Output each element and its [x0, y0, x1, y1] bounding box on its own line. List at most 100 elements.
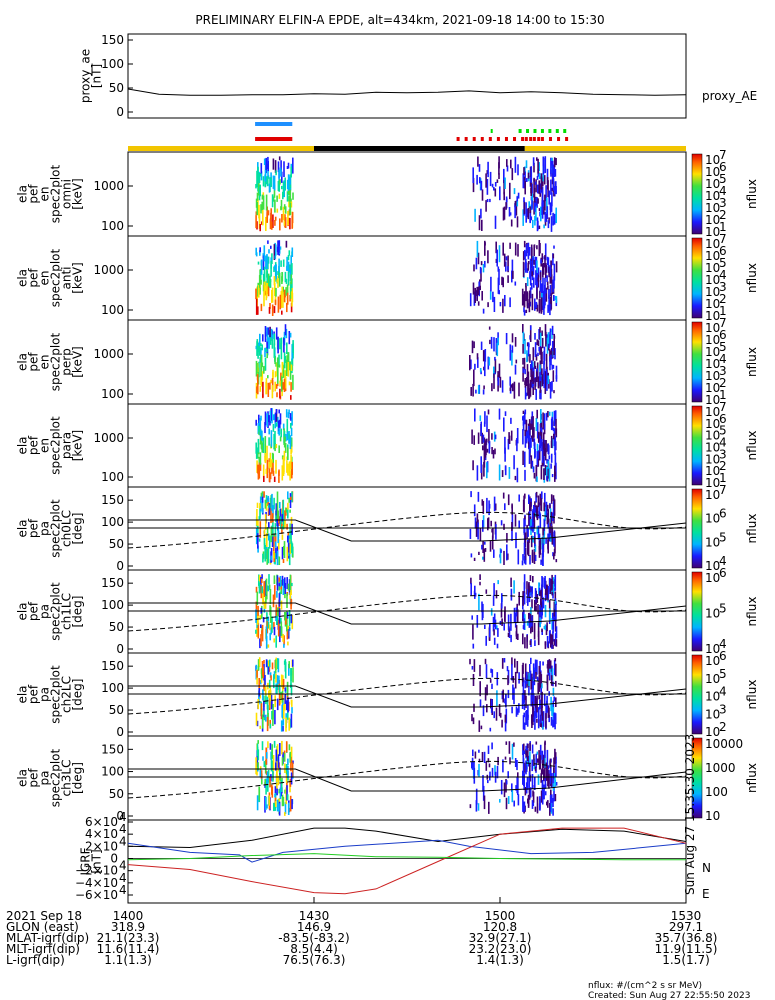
row-value: 1.5(1.7) — [662, 953, 710, 967]
spec-cell — [543, 694, 546, 707]
spec-cell — [549, 660, 552, 672]
spec-cell — [279, 388, 281, 399]
spec-cell — [551, 634, 553, 648]
science-tick-green — [518, 129, 522, 133]
spec-cell — [511, 657, 513, 666]
spec-cell — [555, 639, 558, 647]
spec-cell — [549, 795, 552, 812]
spec-cell — [489, 623, 491, 638]
science-tick-green — [533, 129, 537, 133]
spec-cell — [489, 775, 491, 781]
spec-cell — [274, 265, 276, 271]
science-tick-green — [548, 129, 552, 133]
spec-cell — [534, 501, 536, 508]
spec-cell — [541, 537, 544, 550]
spec-cell — [546, 515, 549, 525]
spec-cell — [490, 520, 492, 527]
spec-cell — [554, 658, 557, 662]
spec-cell — [532, 386, 534, 395]
spec-cell — [277, 620, 280, 637]
ylabel-word: pef — [27, 768, 41, 788]
spec-cell — [263, 475, 265, 482]
spec-cell — [522, 677, 525, 683]
spec-cell — [551, 416, 553, 430]
spec-cell — [539, 272, 542, 283]
cbar-exp: 2 — [719, 292, 727, 306]
spec-cell — [498, 704, 501, 717]
cbar-tick: 10 — [705, 571, 720, 585]
spec-cell — [284, 217, 287, 228]
spec-cell — [482, 389, 485, 395]
spec-cell — [532, 466, 535, 473]
spec-cell — [512, 270, 514, 279]
spec-cell — [267, 273, 270, 291]
spec-cell — [496, 625, 498, 630]
spec-cell — [502, 689, 504, 703]
science-tick-green — [490, 129, 493, 133]
spec-cell — [532, 576, 534, 583]
spec-cell — [283, 220, 286, 226]
spec-cell — [483, 461, 485, 477]
spec-cell — [255, 247, 257, 256]
spec-cell — [265, 796, 267, 810]
spec-cell — [523, 197, 525, 202]
spec-cell — [544, 777, 547, 789]
spec-cell — [529, 555, 531, 565]
spec-cell — [517, 794, 520, 806]
spec-cell — [258, 462, 261, 479]
spec-cell — [546, 636, 549, 648]
ytick-label: −6×10 — [75, 888, 118, 902]
spec-cell — [268, 183, 271, 193]
spec-cell — [255, 288, 257, 300]
spec-cell — [485, 664, 488, 679]
spec-cell — [286, 432, 289, 441]
spec-cell — [273, 343, 276, 358]
spec-cell — [547, 375, 550, 384]
spec-cell — [525, 695, 527, 709]
spec-cell — [540, 773, 542, 783]
spec-cell — [552, 370, 555, 382]
spec-cell — [541, 337, 544, 349]
spec-cell — [527, 383, 529, 396]
cbar-tick: 1000 — [705, 761, 736, 775]
spec-cell — [502, 277, 504, 288]
spec-cell — [544, 742, 546, 755]
spec-cell — [286, 356, 289, 366]
spec-cell — [502, 207, 505, 221]
spec-cell — [532, 535, 534, 543]
ylabel-word: pef — [27, 352, 41, 372]
spec-cell — [479, 581, 481, 586]
spec-cell — [278, 409, 280, 414]
spec-cell — [545, 209, 548, 222]
cbar-tick: 10 — [705, 512, 720, 526]
spec-cell — [532, 791, 535, 803]
spec-cell — [541, 683, 543, 689]
spec-cell — [473, 341, 475, 349]
ylabel-word: ch2LC — [60, 676, 74, 713]
ytick-label: 100 — [101, 303, 124, 317]
spec-cell — [534, 806, 537, 812]
spec-cell — [524, 380, 526, 385]
spec-cell — [281, 272, 283, 282]
spec-cell — [511, 743, 514, 760]
spec-cell — [285, 409, 288, 418]
spec-cell — [542, 599, 545, 609]
spec-cell — [526, 292, 529, 309]
spec-cell — [536, 284, 538, 300]
spec-cell — [479, 285, 481, 290]
spec-cell — [273, 266, 275, 272]
spec-cell — [551, 703, 553, 716]
spec-cell — [542, 545, 544, 557]
row-value: 8.5(4.4) — [290, 942, 338, 956]
spec-cell — [278, 583, 281, 587]
spec-cell — [261, 501, 264, 514]
cbar-exp: 1 — [719, 220, 727, 234]
spec-cell — [492, 528, 494, 539]
spec-cell — [550, 179, 552, 195]
spec-cell — [537, 277, 540, 282]
spec-cell — [269, 606, 272, 623]
spec-cell — [498, 245, 501, 263]
spec-cell — [277, 416, 279, 424]
spec-cell — [487, 356, 490, 370]
spec-cell — [537, 376, 540, 389]
